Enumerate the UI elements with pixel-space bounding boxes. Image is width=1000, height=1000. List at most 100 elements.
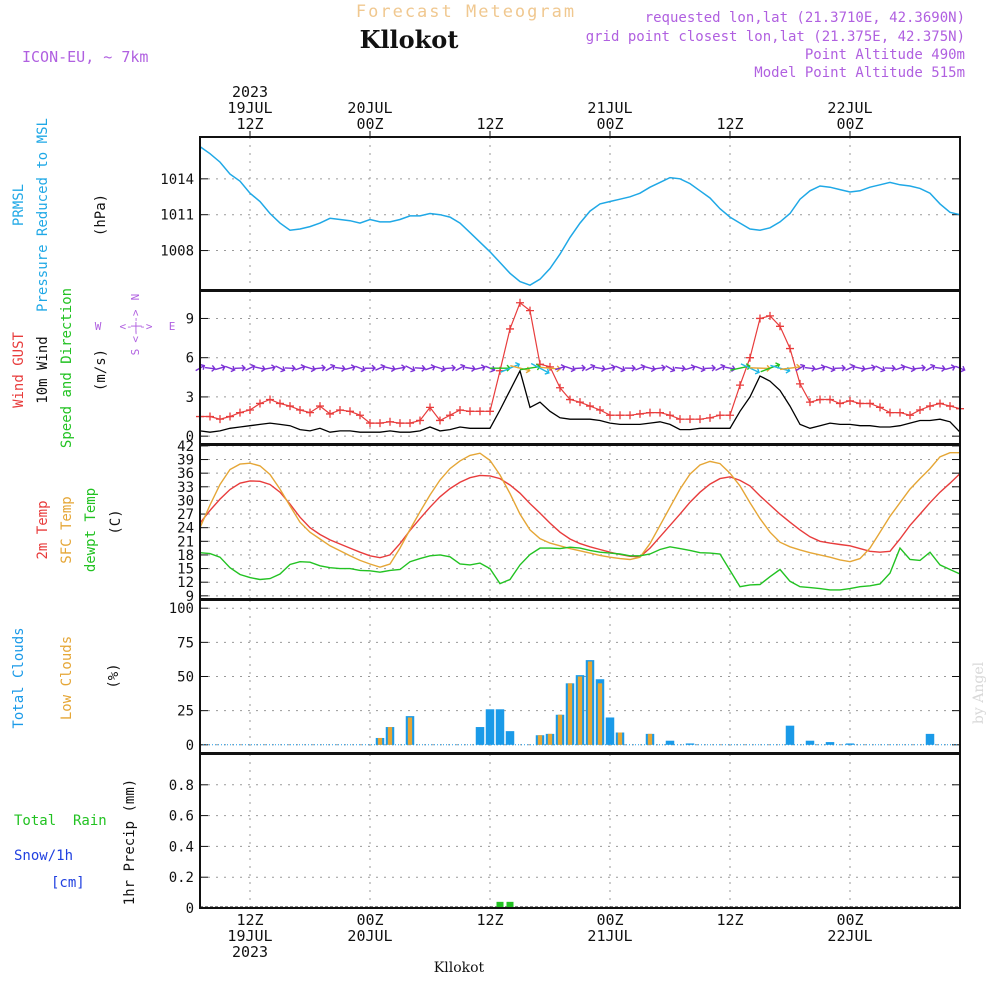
wind-direction-arrow: [530, 362, 550, 375]
pressure-unit: (hPa): [93, 194, 109, 236]
rain-bar: [496, 901, 504, 908]
wind-direction-arrow: [905, 365, 916, 373]
wind-direction-arrow: [695, 365, 706, 373]
wind-direction-arrow: [364, 364, 376, 372]
cm-label: [cm]: [51, 875, 85, 891]
wind-direction-arrow: [834, 364, 846, 372]
compass-rose: N <-|-> <-|-> W E S: [95, 294, 176, 356]
wind-ytick-label: 6: [186, 351, 194, 367]
gust-marker: [346, 407, 354, 416]
gust-marker: [306, 408, 314, 417]
top-time-label: 22JUL: [827, 99, 872, 117]
low-cloud-bar: [647, 733, 653, 745]
wind-direction-arrow: [355, 365, 366, 373]
wind-direction-arrow: [815, 364, 826, 371]
gust-marker: [766, 311, 774, 320]
gust-marker: [676, 415, 684, 424]
total-cloud-bar: [925, 733, 935, 745]
precip-unit: 1hr Precip (mm): [122, 779, 138, 905]
bottom-time-label: 12Z: [476, 911, 503, 929]
wind-direction-arrow: [594, 365, 606, 373]
wind-direction-arrow: [325, 363, 336, 372]
gust-marker: [416, 416, 424, 425]
gust-marker: [426, 403, 434, 412]
wind-direction-arrow: [724, 365, 736, 373]
wind-direction-arrow: [864, 364, 876, 372]
gust-marker: [706, 413, 714, 422]
gust-marker: [586, 402, 594, 411]
wind-direction-arrow: [925, 363, 936, 372]
gust-marker: [866, 399, 874, 408]
bottom-time-label: 00Z: [596, 911, 623, 929]
gust-marker: [486, 407, 494, 416]
low-cloud-bar: [387, 727, 393, 745]
low-cloud-bar: [377, 737, 383, 745]
winddir-label: Speed and Direction: [59, 288, 75, 448]
total-cloud-bar: [475, 727, 485, 745]
gust-marker: [396, 419, 404, 428]
gust-marker: [446, 411, 454, 420]
bottom-time-label: 2023: [232, 943, 268, 961]
wind-direction-arrow: [804, 364, 816, 372]
wind-direction-arrow: [375, 363, 386, 371]
top-time-label: 19JUL: [227, 99, 272, 117]
t2m-label: 2m Temp: [35, 500, 51, 559]
pressure-label-1: PRMSL: [11, 184, 27, 226]
wind-direction-arrow: [204, 364, 216, 372]
bottom-time-label: 12Z: [236, 911, 263, 929]
low-cloud-bar: [537, 735, 543, 745]
top-time-label: 00Z: [596, 115, 623, 133]
precip-ytick-label: 0.4: [169, 839, 194, 855]
bottom-time-label: 12Z: [716, 911, 743, 929]
wind-direction-arrow: [715, 363, 726, 371]
gust-marker: [556, 383, 564, 392]
gust-marker: [886, 408, 894, 417]
model-altitude: Model Point Altitude 515m: [754, 65, 965, 81]
gust-marker: [356, 411, 364, 420]
gust-marker: [566, 395, 574, 404]
gust-marker: [236, 408, 244, 417]
gust-marker: [906, 411, 914, 420]
wind-direction-arrow: [825, 365, 836, 373]
model-name: ICON-EU, ~ 7km: [22, 48, 148, 66]
wind10-line: [199, 369, 961, 433]
total-cloud-bar: [805, 740, 815, 745]
low-cloud-label: Low Clouds: [59, 636, 75, 720]
wind-direction-arrow: [624, 364, 636, 372]
gust-marker: [476, 407, 484, 416]
wind-direction-arrow: [635, 363, 646, 371]
gust-marker: [856, 399, 864, 408]
gust-marker: [946, 402, 954, 411]
temp-labels: 2m Temp SFC Temp dewpt Temp (C): [35, 488, 124, 572]
gust-marker: [546, 362, 554, 371]
station-name: Kllokot: [360, 25, 459, 54]
wind-direction-arrow: [685, 364, 696, 371]
wind-direction-arrow: [414, 364, 426, 372]
gust-marker: [686, 415, 694, 424]
pressure-ytick-label: 1008: [160, 244, 194, 260]
precip-labels: Total Rain Snow/1h [cm] 1hr Precip (mm): [14, 779, 138, 905]
total-cloud-bar: [505, 731, 515, 745]
wind-direction-arrow: [674, 364, 686, 372]
gust-marker: [836, 399, 844, 408]
total-cloud-label: Total Clouds: [11, 627, 27, 728]
snow-label: Snow/1h: [14, 848, 73, 864]
wind-direction-arrow: [234, 364, 246, 372]
wind-labels: Wind GUST 10m Wind Speed and Direction (…: [11, 288, 175, 448]
precip-ytick-label: 0.2: [169, 870, 194, 886]
wind-direction-arrow: [884, 364, 896, 372]
gust-marker: [726, 411, 734, 420]
gust-marker: [776, 322, 784, 331]
wind-direction-arrow: [895, 364, 906, 371]
gust-marker: [246, 406, 254, 414]
wind-direction-arrow: [264, 364, 276, 372]
pressure-labels: PRMSL Pressure Reduced to MSL (hPa): [11, 118, 109, 312]
gust-marker: [266, 395, 274, 404]
temperature-ytick-label: 39: [177, 453, 194, 469]
top-time-label: 12Z: [716, 115, 743, 133]
gust-marker: [336, 406, 344, 414]
wind-direction-arrow: [604, 364, 616, 371]
wind-direction-arrow: [344, 364, 356, 371]
temperature-frame: [199, 444, 961, 600]
